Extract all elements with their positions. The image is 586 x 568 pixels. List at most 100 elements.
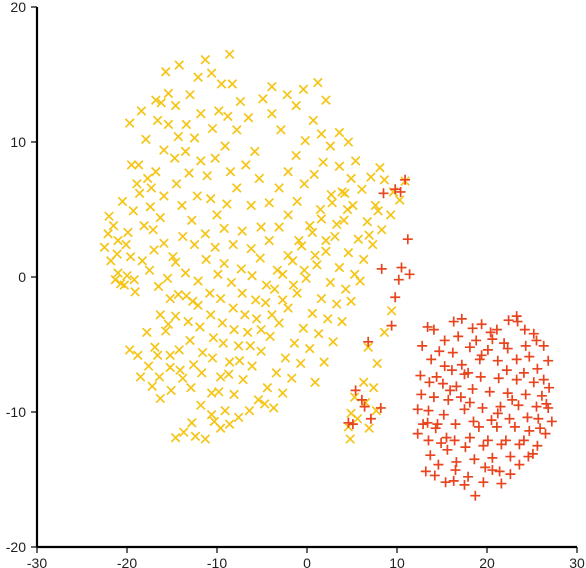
x-marker-point: [363, 342, 374, 353]
x-marker-point: [238, 374, 248, 385]
x-marker-point: [268, 403, 279, 413]
x-marker-point: [272, 265, 283, 276]
x-marker-point: [174, 345, 185, 355]
x-marker-point: [126, 160, 137, 170]
x-marker-point: [113, 235, 123, 246]
plus-marker-point: [442, 444, 453, 455]
x-marker-point: [251, 314, 262, 324]
x-marker-point: [134, 188, 145, 199]
plus-marker-point: [446, 365, 457, 376]
plus-marker-point: [456, 359, 467, 370]
plus-marker-point: [440, 477, 451, 488]
x-marker-point: [190, 431, 201, 442]
plus-marker-point: [420, 466, 431, 477]
x-marker-point: [215, 293, 226, 304]
x-marker-point: [328, 336, 338, 347]
plus-marker-point: [532, 363, 543, 374]
x-marker-point: [247, 270, 257, 281]
plus-marker-point: [455, 392, 466, 403]
series-1: [99, 49, 410, 444]
plus-marker-point: [447, 347, 458, 358]
x-marker-point: [189, 133, 200, 143]
x-marker-point: [225, 166, 236, 177]
x-marker-point: [108, 220, 119, 231]
x-marker-point: [246, 243, 257, 254]
x-marker-point: [223, 369, 234, 380]
plus-marker-point: [531, 335, 542, 346]
plus-marker-point: [418, 419, 429, 430]
x-marker-point: [185, 89, 195, 100]
x-marker-point: [233, 412, 244, 423]
x-marker-point: [170, 100, 181, 111]
x-marker-point: [145, 201, 156, 212]
x-marker-point: [353, 234, 364, 245]
plus-marker-point: [449, 435, 460, 446]
plus-marker-point: [501, 365, 512, 376]
plus-marker-point: [511, 354, 522, 365]
x-marker-point: [186, 417, 197, 428]
x-marker-point: [358, 377, 369, 388]
plus-marker-point: [451, 456, 462, 467]
plus-marker-point: [412, 404, 423, 415]
x-marker-point: [156, 98, 167, 108]
x-marker-point: [346, 296, 356, 307]
x-marker-point: [394, 195, 405, 205]
x-marker-point: [379, 327, 390, 338]
plus-marker-point: [416, 389, 427, 400]
plus-marker-point: [425, 450, 436, 461]
plus-marker-point: [470, 490, 481, 501]
plus-marker-point: [509, 421, 520, 432]
x-marker-point: [370, 200, 381, 211]
x-marker-point: [325, 141, 336, 151]
x-marker-point: [216, 79, 227, 89]
plus-marker-point: [437, 378, 448, 389]
x-tick-label: 10: [389, 555, 405, 568]
plus-marker-point: [393, 274, 404, 285]
x-marker-point: [201, 254, 212, 265]
x-marker-point: [185, 335, 195, 346]
plus-marker-point: [378, 188, 389, 199]
x-marker-point: [224, 419, 235, 429]
x-marker-point: [307, 227, 318, 238]
plus-marker-point: [412, 428, 423, 439]
x-marker-point: [255, 253, 266, 263]
x-marker-point: [283, 250, 293, 261]
plus-marker-point: [476, 350, 487, 361]
plus-marker-point: [500, 435, 511, 446]
plus-marker-point: [475, 371, 486, 382]
x-marker-point: [379, 174, 390, 185]
x-marker-point: [154, 372, 165, 382]
x-marker-point: [271, 368, 282, 378]
x-marker-point: [267, 309, 277, 320]
x-marker-point: [283, 303, 293, 313]
plus-marker-point: [491, 324, 502, 335]
plus-marker-point: [400, 174, 411, 185]
x-marker-point: [330, 231, 340, 242]
plus-marker-point: [395, 186, 406, 197]
x-marker-point: [237, 226, 248, 236]
x-marker-point: [206, 388, 217, 398]
plus-marker-point: [422, 321, 433, 332]
x-marker-point: [186, 382, 196, 393]
x-marker-point: [122, 270, 132, 281]
x-marker-point: [246, 200, 257, 211]
plus-marker-point: [544, 382, 555, 393]
x-marker-point: [181, 119, 192, 130]
x-marker-point: [180, 146, 191, 157]
plus-marker-point: [432, 419, 443, 430]
x-marker-point: [180, 268, 191, 278]
x-marker-point: [300, 135, 311, 146]
x-marker-point: [301, 273, 311, 284]
x-marker-point: [224, 49, 235, 60]
plus-marker-point: [480, 462, 491, 473]
plus-marker-point: [522, 412, 533, 423]
plus-marker-point: [533, 413, 544, 424]
x-marker-point: [316, 129, 327, 139]
x-marker-point: [213, 106, 224, 116]
x-marker-point: [175, 365, 185, 375]
plus-marker-point: [473, 421, 484, 432]
x-marker-point: [121, 239, 131, 250]
plus-marker-point: [402, 234, 413, 245]
x-marker-point: [218, 338, 229, 348]
x-marker-point: [245, 341, 256, 351]
